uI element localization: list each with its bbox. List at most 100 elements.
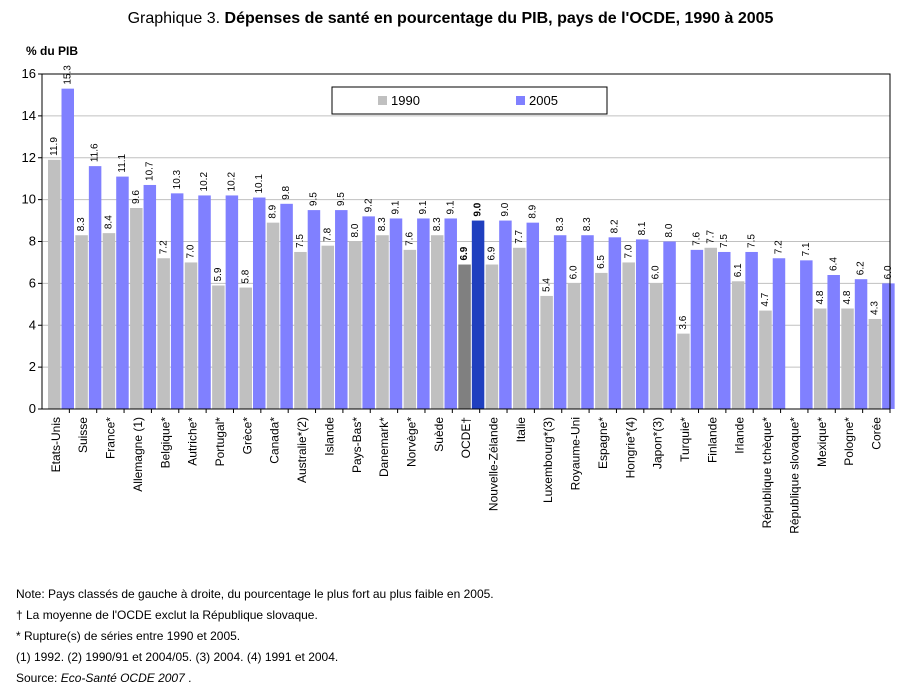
bar-2005 bbox=[116, 176, 129, 409]
y-tick-label: 6 bbox=[29, 275, 36, 290]
data-label-1990: 6.9 bbox=[487, 246, 498, 260]
bar-2005 bbox=[471, 220, 485, 409]
source-title: Eco-Santé OCDE 2007 bbox=[60, 671, 185, 685]
y-tick-label: 0 bbox=[29, 401, 36, 416]
bar-2005 bbox=[307, 210, 321, 409]
data-label-2005: 8.1 bbox=[637, 221, 648, 235]
x-tick-label: Suisse bbox=[76, 417, 90, 453]
data-label-1990: 7.0 bbox=[623, 244, 634, 258]
x-tick-label: Grèce* bbox=[240, 417, 254, 455]
x-tick-label: Finlande bbox=[705, 417, 719, 463]
x-tick-label: Luxembourg*(3) bbox=[541, 417, 555, 503]
bar-1990 bbox=[321, 245, 335, 409]
chart-notes: Note: Pays classés de gauche à droite, d… bbox=[16, 584, 494, 689]
bar-2005 bbox=[225, 195, 239, 409]
x-tick-label: Royaume-Uni bbox=[569, 417, 583, 490]
x-tick-label: Nouvelle-Zélande bbox=[487, 417, 501, 511]
data-label-1990: 7.7 bbox=[514, 229, 525, 243]
y-tick-label: 14 bbox=[22, 108, 36, 123]
data-label-1990: 8.3 bbox=[432, 217, 443, 231]
bar-1990 bbox=[348, 241, 362, 409]
y-tick-label: 16 bbox=[22, 66, 36, 81]
data-label-1990: 6.0 bbox=[569, 265, 580, 279]
bar-1990 bbox=[212, 285, 225, 409]
bar-2005 bbox=[745, 251, 758, 409]
data-label-2005: 7.2 bbox=[774, 240, 785, 254]
x-tick-label: Allemagne (1) bbox=[131, 417, 145, 492]
data-label-2005: 6.0 bbox=[883, 265, 894, 279]
bar-2005 bbox=[335, 210, 348, 409]
bar-1990 bbox=[75, 235, 88, 409]
bar-1990 bbox=[130, 208, 143, 409]
note-line: * Rupture(s) de séries entre 1990 et 200… bbox=[16, 629, 241, 643]
data-label-2005: 11.6 bbox=[90, 143, 101, 162]
bar-1990 bbox=[485, 264, 499, 409]
data-label-2005: 8.3 bbox=[582, 217, 593, 231]
data-label-1990: 8.4 bbox=[104, 215, 115, 229]
data-label-1990: 4.8 bbox=[842, 290, 853, 304]
data-label-2005: 9.2 bbox=[363, 198, 374, 212]
bar-2005 bbox=[581, 235, 594, 409]
bar-1990 bbox=[813, 308, 827, 409]
bar-1990 bbox=[266, 222, 280, 409]
chart-title-main: Dépenses de santé en pourcentage du PIB,… bbox=[224, 10, 774, 27]
data-label-2005: 10.2 bbox=[227, 172, 238, 192]
data-label-2005: 10.3 bbox=[172, 169, 183, 189]
bar-2005 bbox=[635, 239, 649, 409]
data-label-2005: 7.5 bbox=[719, 234, 730, 248]
data-label-1990: 4.7 bbox=[760, 292, 771, 306]
chart-title: Graphique 3. Dépenses de santé en pource… bbox=[0, 10, 901, 28]
data-label-1990: 6.5 bbox=[596, 255, 607, 269]
bar-2005 bbox=[499, 220, 512, 409]
data-label-1990: 3.6 bbox=[678, 315, 689, 329]
bar-1990 bbox=[239, 287, 252, 409]
note-line: Note: Pays classés de gauche à droite, d… bbox=[16, 587, 494, 601]
bar-2005 bbox=[827, 275, 840, 409]
data-label-1990: 6.9 bbox=[459, 246, 470, 260]
x-tick-label: Japon*(3) bbox=[651, 417, 665, 469]
data-label-1990: 4.8 bbox=[815, 290, 826, 304]
legend-label-1990: 1990 bbox=[391, 93, 420, 108]
bar-1990 bbox=[540, 295, 553, 409]
bar-2005 bbox=[198, 195, 211, 409]
bar-2005 bbox=[800, 260, 813, 409]
data-label-2005: 9.5 bbox=[336, 192, 347, 206]
data-label-1990: 5.9 bbox=[213, 267, 224, 281]
x-tick-label: Pologne* bbox=[842, 417, 856, 466]
bar-2005 bbox=[88, 166, 102, 409]
data-label-1990: 5.4 bbox=[541, 278, 552, 292]
x-tick-label: Canada* bbox=[268, 417, 282, 464]
data-label-2005: 10.1 bbox=[254, 174, 265, 194]
bar-2005 bbox=[444, 218, 457, 409]
legend-swatch-1990 bbox=[378, 96, 387, 105]
data-label-2005: 10.2 bbox=[199, 172, 210, 192]
x-tick-label: République slovaque* bbox=[787, 417, 801, 534]
data-label-1990: 4.3 bbox=[870, 301, 881, 315]
x-tick-label: France* bbox=[104, 417, 118, 459]
bar-1990 bbox=[294, 251, 307, 409]
bar-1990 bbox=[649, 283, 663, 409]
data-label-1990: 5.8 bbox=[240, 269, 251, 283]
data-label-2005: 9.5 bbox=[309, 192, 320, 206]
x-tick-label: Turquie* bbox=[678, 417, 692, 462]
bar-2005 bbox=[170, 193, 184, 409]
bar-1990 bbox=[704, 247, 718, 409]
legend-swatch-2005 bbox=[516, 96, 525, 105]
bar-1990 bbox=[102, 233, 116, 409]
x-tick-label: Portugal* bbox=[213, 417, 227, 467]
data-label-1990: 6.0 bbox=[651, 265, 662, 279]
bar-1990 bbox=[595, 272, 608, 409]
source-label: Source: bbox=[16, 671, 58, 685]
bar-1990 bbox=[567, 283, 581, 409]
data-label-2005: 15.3 bbox=[62, 65, 73, 85]
legend-box bbox=[331, 86, 608, 115]
data-label-1990: 9.6 bbox=[131, 190, 142, 204]
data-label-2005: 8.9 bbox=[527, 204, 538, 218]
bar-1990 bbox=[677, 333, 690, 409]
data-label-1990: 11.9 bbox=[49, 137, 60, 156]
legend-label-2005: 2005 bbox=[529, 93, 558, 108]
bar-2005 bbox=[389, 218, 403, 409]
y-tick-label: 12 bbox=[22, 150, 36, 165]
bar-2005 bbox=[252, 197, 266, 409]
